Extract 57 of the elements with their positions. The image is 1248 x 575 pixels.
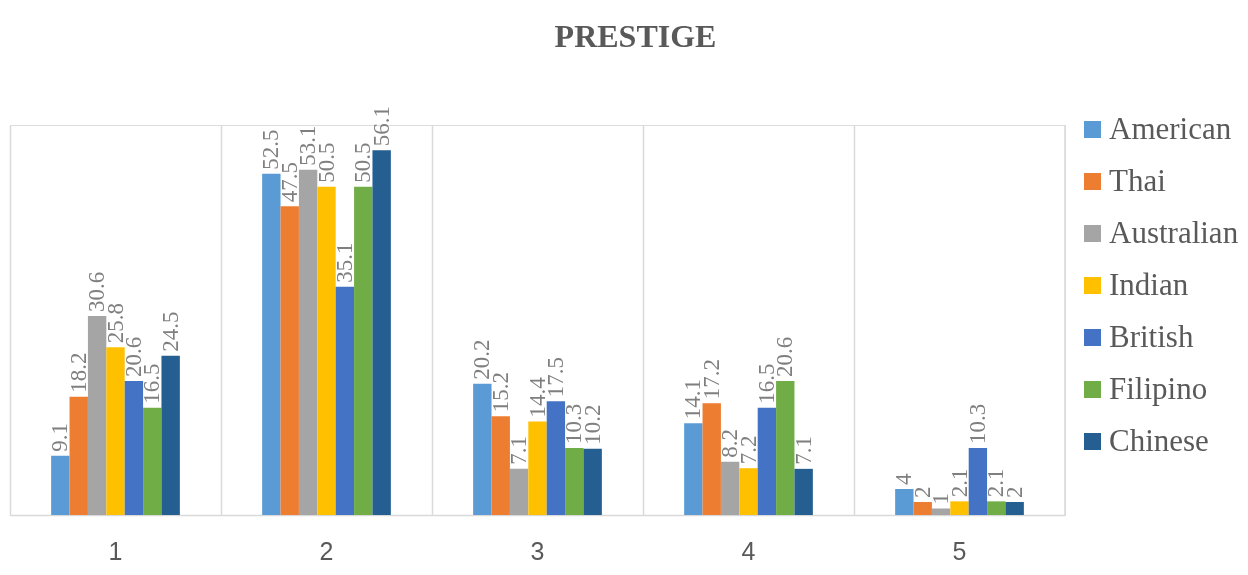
bar bbox=[794, 468, 813, 515]
legend-label: Chinese bbox=[1109, 422, 1209, 458]
bar bbox=[509, 468, 529, 515]
bar bbox=[491, 416, 510, 515]
data-label: 10.3 bbox=[964, 403, 990, 445]
bar bbox=[143, 407, 162, 515]
bar bbox=[931, 508, 951, 515]
x-tick-label: 2 bbox=[319, 536, 334, 565]
bar bbox=[528, 421, 547, 515]
bar bbox=[354, 186, 373, 515]
bar bbox=[776, 381, 795, 515]
x-tick-label: 4 bbox=[741, 536, 756, 565]
bar bbox=[987, 501, 1006, 515]
legend-label: American bbox=[1109, 110, 1232, 146]
bar bbox=[473, 383, 492, 515]
data-label: 4 bbox=[891, 473, 917, 485]
data-label: 2 bbox=[909, 486, 935, 498]
data-label: 24.5 bbox=[157, 311, 183, 352]
bar bbox=[720, 461, 740, 515]
bar bbox=[69, 396, 88, 515]
bar bbox=[87, 316, 107, 515]
bar bbox=[317, 186, 336, 515]
chart-title: PRESTIGE bbox=[554, 18, 717, 55]
bar bbox=[565, 448, 584, 515]
bar bbox=[262, 173, 281, 515]
x-tick-label: 3 bbox=[530, 536, 545, 565]
bar bbox=[51, 455, 70, 515]
data-label: 9.1 bbox=[47, 423, 73, 452]
legend-label: Indian bbox=[1109, 266, 1189, 302]
bar bbox=[968, 448, 988, 515]
legend-label: Filipino bbox=[1109, 370, 1208, 406]
bar bbox=[684, 423, 703, 515]
bar bbox=[124, 381, 144, 515]
data-label: 7.1 bbox=[790, 436, 816, 465]
x-tick-label: 1 bbox=[108, 536, 123, 565]
bar bbox=[913, 502, 932, 515]
bar bbox=[161, 355, 180, 515]
bar bbox=[702, 403, 721, 515]
bar bbox=[895, 489, 914, 515]
bar bbox=[739, 468, 758, 515]
bar bbox=[546, 401, 566, 515]
legend-label: British bbox=[1109, 318, 1194, 354]
bar bbox=[298, 169, 318, 515]
bar bbox=[335, 286, 355, 515]
bar bbox=[372, 150, 391, 515]
bar bbox=[757, 407, 777, 515]
bar bbox=[583, 448, 602, 515]
legend-label: Australian bbox=[1109, 214, 1239, 250]
legend-label: Thai bbox=[1109, 162, 1167, 198]
data-label: 18.2 bbox=[65, 352, 91, 393]
data-label: 35.1 bbox=[331, 242, 357, 283]
bar bbox=[280, 206, 299, 515]
bar bbox=[106, 347, 125, 515]
bar bbox=[950, 501, 969, 515]
data-label: 7.1 bbox=[506, 436, 532, 465]
bar bbox=[1005, 502, 1024, 515]
x-tick-label: 5 bbox=[952, 536, 967, 565]
